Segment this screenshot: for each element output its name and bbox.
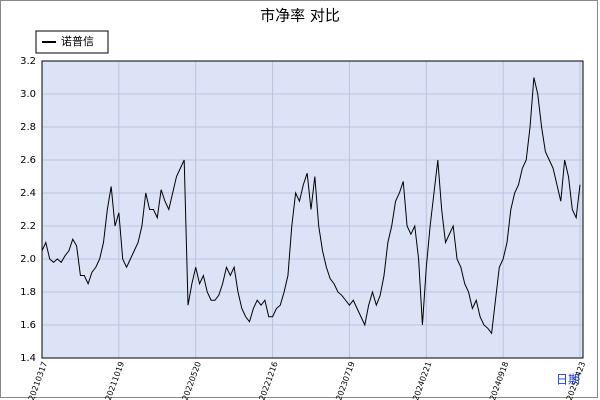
legend-label: 诺普信 (61, 34, 94, 48)
legend-box (35, 30, 109, 54)
y-tick-label: 1.6 (20, 320, 36, 331)
y-tick-label: 1.8 (20, 287, 36, 298)
data-line (41, 77, 581, 335)
y-tick-label: 2.8 (20, 122, 36, 133)
chart-title: 市净率 对比 (260, 7, 340, 25)
y-tick-label: 2.0 (20, 254, 36, 265)
plot-area (41, 60, 584, 359)
y-tick-label: 2.6 (20, 155, 36, 166)
y-tick-label: 1.4 (20, 353, 36, 364)
y-tick-label: 2.2 (20, 221, 36, 232)
y-tick-label: 3.2 (20, 56, 36, 67)
y-tick-label: 2.4 (20, 188, 36, 199)
plot-border (41, 60, 584, 359)
x-axis-label: 日期 (556, 373, 580, 387)
y-tick-label: 3.0 (20, 89, 36, 100)
